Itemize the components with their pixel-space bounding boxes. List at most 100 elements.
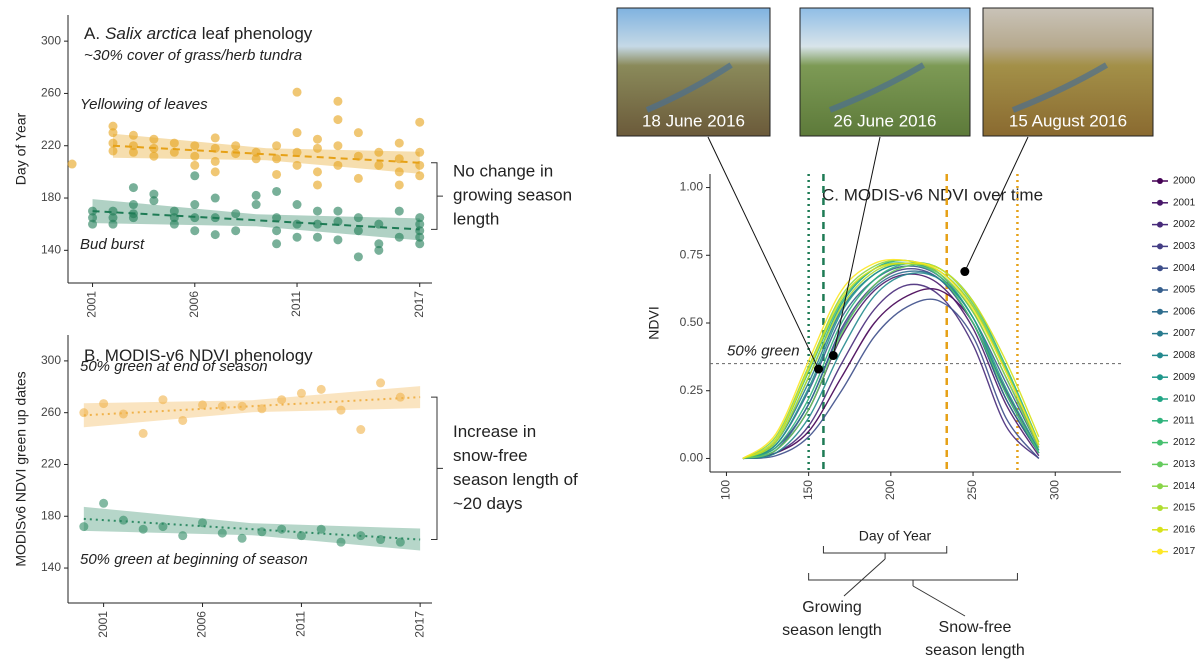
point [128,141,138,151]
bracket-label: Snow-free [939,619,1012,636]
point [415,117,425,127]
confidence-band [112,133,420,174]
y-axis-label: Day of Year [13,112,29,185]
point [353,173,363,183]
series-label: 50% green at end of season [80,358,268,375]
y-tick-label: 260 [41,86,61,100]
point [277,395,287,405]
point [88,213,98,223]
point [316,384,326,394]
legend-dot [1157,287,1163,293]
point [169,138,179,148]
point [217,528,227,538]
point [190,226,200,236]
point [190,200,200,210]
point [178,415,188,425]
point [333,141,343,151]
title-part: A. [84,24,100,43]
point [394,138,404,148]
legend-dot [1157,243,1163,250]
point [394,180,404,190]
point [272,186,282,196]
point [149,134,159,144]
bracket [822,546,948,559]
note: growing season [453,186,572,205]
point [333,160,343,170]
point [395,392,405,402]
point [415,147,425,157]
x-tick-label: 2017 [412,611,426,638]
point [198,518,208,528]
legend-label: 2004 [1173,263,1196,274]
highlight-point [814,364,824,374]
legend-dot [1157,265,1163,272]
point [394,206,404,216]
legend-label: 2003 [1173,241,1196,252]
photo-stream [1011,62,1109,113]
point [108,206,118,216]
legend-label: 2014 [1173,481,1196,492]
point [198,400,208,410]
point [312,143,322,153]
ndvi-curve [742,261,1040,460]
note: Increase in [453,422,536,441]
point [251,154,261,164]
y-tick-label: 300 [41,353,61,367]
title-part: leaf phenology [202,24,313,43]
photo-label: 26 June 2016 [833,111,936,130]
point [108,213,118,223]
ndvi-curve [742,262,1040,460]
point [312,232,322,242]
note: length [453,210,499,229]
y-tick-label: 180 [41,508,61,522]
point [118,515,128,525]
legend-label: 2006 [1173,306,1196,317]
x-tick-label: 2017 [412,291,426,318]
legend-dot [1157,505,1163,511]
point [149,189,159,199]
highlight-point [960,267,970,277]
ndvi-curve [742,298,1040,460]
point [292,147,302,157]
point [190,160,200,170]
point [237,533,247,543]
point [272,213,282,223]
note: snow-free [453,446,528,465]
panel-title: C. MODIS-v6 NDVI over time [822,185,1043,204]
ndvi-curve [742,272,1040,460]
ndvi-curve [742,259,1040,460]
legend-label: 2011 [1173,415,1195,426]
panel-subtitle: ~30% cover of grass/herb tundra [84,47,302,64]
point [336,537,346,547]
point [353,128,363,138]
point [312,134,322,144]
photo [616,7,771,137]
legend-dot [1157,396,1163,402]
point [415,213,425,223]
point [128,213,138,223]
bracket [808,573,1018,586]
point [231,209,241,219]
y-tick-label: 300 [41,33,61,47]
bracket [431,396,443,541]
x-tick-label: 2006 [195,611,209,638]
y-tick-label: 220 [41,138,61,152]
point [292,128,302,138]
point [353,226,363,236]
point [292,219,302,229]
legend-dot [1157,483,1163,490]
legend-dot [1157,374,1163,381]
legend-dot [1157,461,1163,468]
series-label: Bud burst [80,236,145,253]
point [336,405,346,415]
y-tick-label: 0.00 [680,451,704,465]
point [128,183,138,193]
photo-link [707,136,819,370]
point [128,130,138,140]
photo-stream [828,62,926,113]
point [149,196,159,206]
y-tick-label: 220 [41,457,61,471]
legend-label: 2005 [1173,285,1196,296]
point [374,147,384,157]
